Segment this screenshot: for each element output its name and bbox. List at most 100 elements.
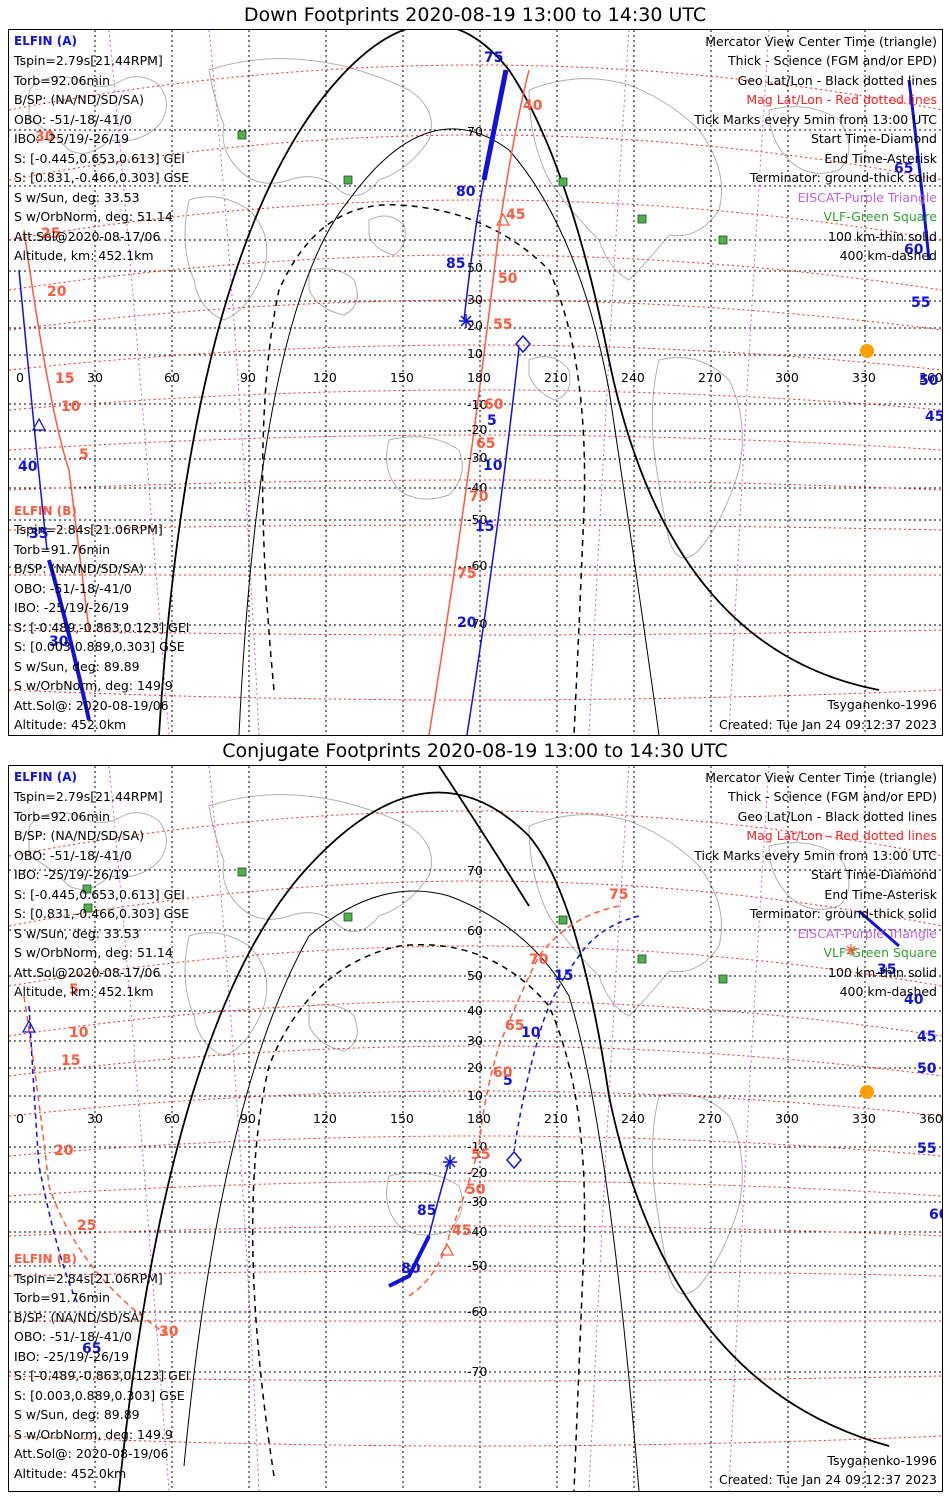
elfin-b-info-line: Att.Sol@: 2020-08-19/06 xyxy=(14,1446,169,1461)
elfin-b-tick-label: 60 xyxy=(493,1065,513,1081)
legend-terminator: Terminator: ground-thick solid xyxy=(749,170,937,185)
lon-label: 300 xyxy=(775,1111,799,1126)
lat-label: -60 xyxy=(467,558,488,573)
elfin-b-tick-label: 45 xyxy=(506,207,526,223)
legend-terminator: Terminator: ground-thick solid xyxy=(749,906,937,921)
legend-mag: Mag Lat/Lon - Red dotted lines xyxy=(746,828,937,843)
elfin-a-tick-label: 60 xyxy=(929,1207,942,1223)
lat-label: -60 xyxy=(467,1304,488,1319)
elfin-b-tick-label: 70 xyxy=(469,489,489,505)
elfin-b-info-line: OBO: -51/-18/-41/0 xyxy=(14,1329,132,1344)
elfin-b-header: ELFIN (B) xyxy=(14,1252,77,1266)
lon-label: 0 xyxy=(16,1111,24,1126)
elfin-a-tick-label: 55 xyxy=(911,295,931,311)
geo-grid xyxy=(9,30,942,735)
elfin-a-tick-label: 45 xyxy=(925,409,943,425)
footprint-map xyxy=(9,766,942,1491)
elfin-a-info-line: S: [-0.445,0.653,0.613] GEI xyxy=(14,887,185,902)
elfin-b-header: ELFIN (B) xyxy=(14,504,77,518)
elfin-a-header: ELFIN (A) xyxy=(14,34,77,48)
elfin-a-info-line: IBO: -25/19/-26/19 xyxy=(14,131,130,146)
elfin-a-info-line: Torb=92.06min xyxy=(14,809,111,824)
elfin-a-info-line: B/SP: (NA/ND/SD/SA) xyxy=(14,92,144,107)
elfin-b-tick-label: 20 xyxy=(54,1143,74,1159)
elfin-b-info-line: Att.Sol@: 2020-08-19/06 xyxy=(14,698,169,713)
elfin-b-tick-label: 65 xyxy=(505,1018,525,1034)
lat-label: -20 xyxy=(467,422,488,437)
elfin-a-tick-label: 15 xyxy=(554,968,574,984)
lon-label: 120 xyxy=(313,370,337,385)
elfin-a-tick-label: 60 xyxy=(904,242,924,258)
vlf-stations xyxy=(82,867,728,984)
elfin-a-tick-label: 5 xyxy=(487,413,497,429)
elfin-a-info-line: S: [-0.445,0.653,0.613] GEI xyxy=(14,151,185,166)
legend-100km: 100 km-thin solid xyxy=(828,229,937,244)
legend-100km: 100 km-thin solid xyxy=(828,965,937,980)
elfin-b-info-line: B/SP: (NA/ND/SD/SA) xyxy=(14,1310,144,1325)
coastlines xyxy=(28,58,850,559)
elfin-a-tick-label: 20 xyxy=(457,615,477,631)
elfin-a-info-line: S w/OrbNorm, deg: 51.14 xyxy=(14,945,173,960)
elfin-b-info-line: S w/Sun, deg: 89.89 xyxy=(14,659,140,674)
lat-label: 50 xyxy=(467,968,483,983)
elfin-a-tick-label: 5 xyxy=(503,1073,513,1089)
elfin-b-info-line: OBO: -51/-18/-41/0 xyxy=(14,581,132,596)
elfin-b-tick-label: 75 xyxy=(457,566,477,582)
elfin-a-tick-label: 10 xyxy=(483,458,503,474)
elfin-b-info-line: B/SP: (NA/ND/SD/SA) xyxy=(14,561,144,576)
lat-label: 20 xyxy=(467,1060,483,1075)
legend-geo: Geo Lat/Lon - Black dotted lines xyxy=(737,73,937,88)
vlf-stations xyxy=(237,130,728,245)
eiscat-lines xyxy=(108,766,770,1491)
legend-end: End Time-Asterisk xyxy=(824,887,937,902)
elfin-b-info-line: S w/OrbNorm, deg: 149.9 xyxy=(14,1427,173,1442)
legend-eiscat: EISCAT-Purple Triangle xyxy=(797,926,937,941)
elfin-a-tick-label: 80 xyxy=(456,184,476,200)
lon-label: 210 xyxy=(544,1111,568,1126)
created-label: Created: Tue Jan 24 09:12:37 2023 xyxy=(718,1472,937,1487)
elfin-b-tick-label: 20 xyxy=(47,284,67,300)
elfin-a-tick-label: 45 xyxy=(917,1029,937,1045)
lon-label: 360 xyxy=(919,370,943,385)
lat-label: -40 xyxy=(467,480,488,495)
elfin-a-tick-label: 10 xyxy=(521,1025,541,1041)
elfin-a-tick-label: 85 xyxy=(446,256,466,272)
lon-label: 90 xyxy=(240,1111,256,1126)
mag-grid xyxy=(9,810,942,1447)
end-marker-b xyxy=(845,944,857,956)
legend-vlf: VLF-Green Square xyxy=(823,209,937,224)
elfin-b-info-line: IBO: -25/19/-26/19 xyxy=(14,600,130,615)
legend-mag: Mag Lat/Lon - Red dotted lines xyxy=(746,92,937,107)
elfin-a-tick-label: 80 xyxy=(401,1261,421,1277)
legend-start: Start Time-Diamond xyxy=(810,131,937,146)
lon-label: 330 xyxy=(852,1111,876,1126)
elfin-a-info-line: S w/Sun, deg: 33.53 xyxy=(14,926,140,941)
elfin-b-info-line: IBO: -25/19/-26/19 xyxy=(14,1349,130,1364)
lon-label: 210 xyxy=(544,370,568,385)
terminator xyxy=(118,766,890,1491)
start-marker xyxy=(515,334,531,354)
lat-label: 30 xyxy=(467,1033,483,1048)
lat-label: -30 xyxy=(467,450,488,465)
coastlines xyxy=(28,794,850,1295)
legend-400km: 400 km-dashed xyxy=(839,248,937,263)
lat-label: -40 xyxy=(467,1224,488,1239)
elfin-a-info-line: S: [0.831,-0.466,0.303] GSE xyxy=(14,906,190,921)
elfin-a-tick-label: 30 xyxy=(49,634,69,650)
legend-start: Start Time-Diamond xyxy=(810,867,937,882)
elfin-a-info-line: IBO: -25/19/-26/19 xyxy=(14,867,130,882)
panel-title: Down Footprints 2020-08-19 13:00 to 14:3… xyxy=(243,4,707,26)
legend-thick: Thick - Science (FGM and/or EPD) xyxy=(728,53,937,68)
elfin-a-tick-label: 40 xyxy=(904,992,924,1008)
elfin-b-info-line: S: [0.003,0.889,0.303] GSE xyxy=(14,1388,185,1403)
lat-label: 20 xyxy=(467,318,483,333)
elfin-a-info-line: S: [0.831,-0.466,0.303] GSE xyxy=(14,170,190,185)
elfin-b-tick-label: 30 xyxy=(35,129,55,145)
elfin-b-tick-label: 10 xyxy=(69,1025,89,1041)
elfin-b-info-line: Torb=91.76min xyxy=(14,1290,111,1305)
lon-label: 330 xyxy=(852,370,876,385)
lat-label: 70 xyxy=(467,124,483,139)
legend-end: End Time-Asterisk xyxy=(824,151,937,166)
elfin-a-info-line: Tspin=2.79s[21.44RPM] xyxy=(14,789,163,804)
elfin-b-tick-label: 60 xyxy=(484,397,504,413)
